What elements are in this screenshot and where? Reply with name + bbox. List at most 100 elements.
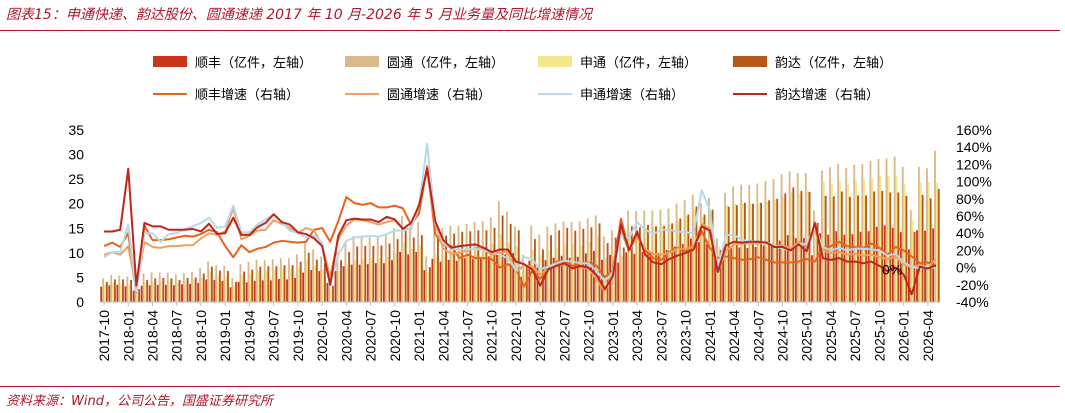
bar bbox=[689, 238, 692, 302]
bar bbox=[611, 230, 613, 302]
bar bbox=[152, 281, 155, 302]
bar bbox=[861, 163, 864, 302]
bar bbox=[350, 264, 353, 302]
bar bbox=[926, 168, 928, 302]
bar bbox=[146, 279, 149, 302]
bar bbox=[358, 264, 361, 302]
bar bbox=[851, 234, 854, 302]
bar bbox=[207, 261, 210, 302]
bar bbox=[863, 179, 866, 302]
bar bbox=[792, 187, 795, 302]
bar bbox=[251, 269, 254, 302]
y-right-tick-label: 0% bbox=[956, 260, 976, 276]
bar bbox=[380, 245, 383, 302]
bar bbox=[124, 286, 127, 302]
bar bbox=[283, 265, 286, 302]
bar bbox=[937, 188, 940, 302]
x-tick-label: 2023-01 bbox=[605, 310, 621, 362]
bar bbox=[774, 199, 777, 302]
bar bbox=[885, 158, 888, 302]
bar bbox=[431, 258, 434, 302]
bar bbox=[160, 281, 163, 302]
bar bbox=[402, 243, 405, 302]
bar bbox=[840, 191, 843, 302]
bar bbox=[507, 243, 510, 302]
bar bbox=[286, 279, 288, 302]
bar bbox=[410, 248, 413, 302]
bar bbox=[291, 265, 294, 302]
bar bbox=[122, 279, 124, 302]
bar bbox=[181, 284, 183, 302]
bar bbox=[305, 260, 308, 302]
bar bbox=[544, 260, 547, 302]
legend-label: 顺丰增速（右轴） bbox=[195, 88, 299, 103]
bar bbox=[641, 251, 644, 302]
bar bbox=[750, 203, 753, 302]
bar bbox=[673, 246, 676, 302]
x-tick-label: 2024-07 bbox=[750, 310, 766, 362]
bar bbox=[635, 211, 638, 302]
bar bbox=[901, 166, 904, 302]
bar bbox=[558, 230, 561, 302]
bar bbox=[905, 195, 908, 302]
bar bbox=[401, 216, 403, 302]
bar bbox=[525, 265, 528, 302]
line-series bbox=[103, 170, 937, 293]
line-series bbox=[103, 165, 937, 294]
bar bbox=[352, 236, 355, 302]
bar bbox=[548, 250, 551, 302]
bar bbox=[671, 223, 674, 302]
bar bbox=[118, 275, 121, 302]
legend-label: 圆通增速（右轴） bbox=[387, 88, 491, 103]
bar bbox=[304, 242, 306, 302]
y-left-tick-label: 35 bbox=[68, 122, 84, 138]
x-tick-label: 2025-07 bbox=[847, 310, 863, 362]
x-tick-label: 2021-10 bbox=[484, 310, 500, 362]
bar bbox=[209, 271, 211, 302]
bar bbox=[281, 269, 284, 302]
bar bbox=[257, 271, 260, 302]
bar bbox=[488, 256, 490, 302]
bar bbox=[552, 257, 555, 302]
bar bbox=[166, 273, 169, 302]
bar bbox=[465, 223, 468, 302]
bar bbox=[929, 198, 932, 302]
bar bbox=[560, 255, 563, 302]
bar bbox=[709, 215, 712, 302]
bar bbox=[213, 279, 216, 302]
bar bbox=[473, 221, 476, 302]
bar bbox=[132, 290, 135, 302]
bar-series bbox=[100, 225, 935, 302]
bar bbox=[586, 218, 589, 302]
bar bbox=[738, 247, 741, 302]
x-tick-label: 2017-10 bbox=[96, 310, 112, 362]
bar bbox=[197, 282, 200, 302]
bar bbox=[221, 280, 224, 302]
bar bbox=[760, 202, 762, 302]
bar bbox=[596, 236, 599, 302]
bar bbox=[899, 232, 902, 302]
legend-label: 韵达增速（右轴） bbox=[775, 88, 879, 103]
bar bbox=[568, 257, 571, 302]
bar bbox=[530, 225, 533, 302]
bar bbox=[392, 228, 395, 302]
bar bbox=[162, 277, 165, 302]
bar bbox=[735, 205, 738, 302]
bar bbox=[643, 210, 646, 302]
y-left-tick-label: 30 bbox=[68, 147, 84, 163]
bar bbox=[267, 266, 270, 302]
x-tick-label: 2020-04 bbox=[338, 310, 354, 362]
bar bbox=[734, 203, 736, 302]
x-tick-label: 2019-01 bbox=[217, 310, 233, 362]
bar bbox=[126, 276, 129, 302]
bar bbox=[130, 279, 132, 302]
bar bbox=[229, 287, 232, 302]
bar bbox=[265, 270, 268, 302]
bar bbox=[711, 209, 714, 302]
bar bbox=[218, 270, 221, 302]
bar bbox=[927, 182, 930, 302]
legend-swatch bbox=[153, 56, 187, 67]
bar bbox=[362, 259, 365, 302]
bar bbox=[582, 228, 585, 302]
